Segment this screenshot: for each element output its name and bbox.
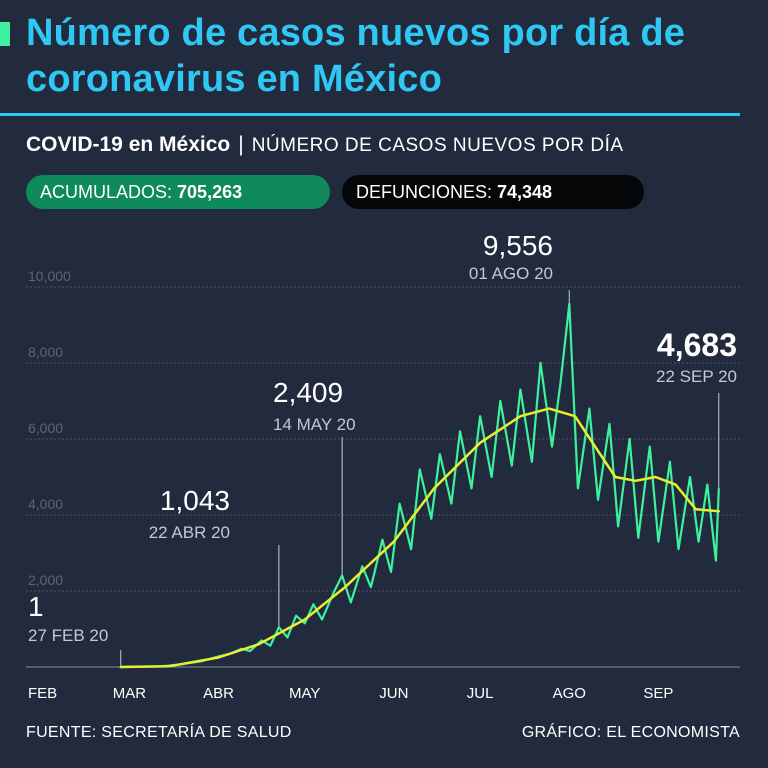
y-tick-label: 4,000	[28, 496, 63, 512]
annotation-date-label: 22 ABR 20	[149, 523, 230, 542]
x-tick-label: AGO	[553, 685, 586, 702]
annotation-value-label: 1,043	[160, 485, 230, 516]
y-tick-label: 8,000	[28, 344, 63, 360]
title-divider	[0, 113, 740, 116]
x-tick-label: ABR	[203, 685, 234, 702]
y-tick-label: 10,000	[28, 268, 71, 284]
x-tick-label: MAY	[289, 685, 320, 702]
subtitle-country: COVID-19 en México	[26, 133, 231, 156]
annotation-value-label: 2,409	[273, 377, 343, 408]
deaths-badge: DEFUNCIONES: 74,348	[342, 175, 644, 209]
annotation-value-label: 1	[28, 591, 44, 622]
x-tick-label: SEP	[643, 685, 673, 702]
x-tick-label: JUL	[467, 685, 494, 702]
annotation-date-label: 14 MAY 20	[273, 415, 356, 434]
daily-cases-series-line	[119, 302, 720, 669]
subtitle-separator: |	[238, 133, 244, 156]
annotation-value-label: 9,556	[483, 230, 553, 261]
average-series-line	[119, 407, 721, 669]
source-note: FUENTE: SECRETARÍA DE SALUD	[26, 724, 292, 741]
chart-subtitle: COVID-19 en México | NÚMERO DE CASOS NUEVO…	[26, 133, 624, 157]
annotation-date-label: 01 AGO 20	[469, 264, 553, 283]
annotation-value-label: 4,683	[657, 327, 737, 363]
accumulated-cases-badge: ACUMULADOS: 705,263	[26, 175, 330, 209]
annotation-date-label: 27 FEB 20	[28, 626, 108, 645]
accumulated-value: 705,263	[177, 182, 243, 202]
y-tick-label: 6,000	[28, 420, 63, 436]
deaths-value: 74,348	[497, 182, 553, 202]
deaths-label: DEFUNCIONES:	[356, 182, 498, 202]
title-accent-bar	[0, 22, 10, 46]
subtitle-metric: NÚMERO DE CASOS NUEVOS POR DÍA	[251, 135, 624, 156]
y-tick-label: 2,000	[28, 572, 63, 588]
annotation-date-label: 22 SEP 20	[656, 367, 737, 386]
x-tick-label: MAR	[113, 685, 147, 702]
x-tick-label: JUN	[379, 685, 408, 702]
x-tick-label: FEB	[28, 685, 57, 702]
chart-title: Número de casos nuevos por día de corona…	[26, 12, 686, 100]
credit-note: GRÁFICO: EL ECONOMISTA	[521, 724, 740, 741]
accumulated-label: ACUMULADOS:	[40, 182, 178, 202]
